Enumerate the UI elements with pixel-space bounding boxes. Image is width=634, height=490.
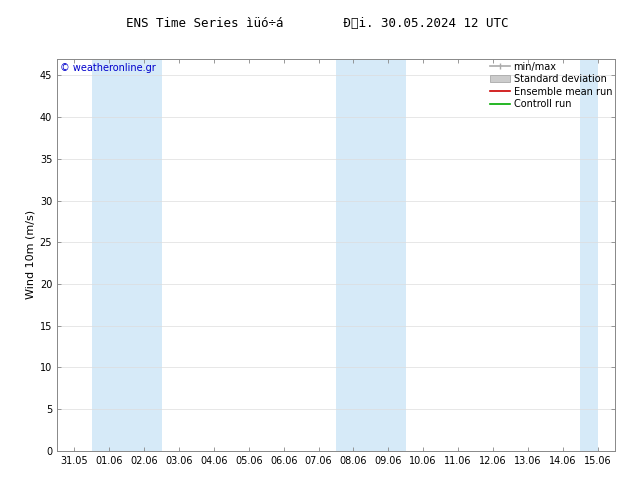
Bar <box>336 59 406 451</box>
Legend: min/max, Standard deviation, Ensemble mean run, Controll run: min/max, Standard deviation, Ensemble me… <box>488 60 614 111</box>
Bar <box>580 59 598 451</box>
Y-axis label: Wind 10m (m/s): Wind 10m (m/s) <box>25 210 36 299</box>
Text: ENS Time Series ìüó÷á        Đải. 30.05.2024 12 UTC: ENS Time Series ìüó÷á Đải. 30.05.2024 12… <box>126 17 508 30</box>
Text: © weatheronline.gr: © weatheronline.gr <box>60 63 155 73</box>
Bar <box>92 59 162 451</box>
